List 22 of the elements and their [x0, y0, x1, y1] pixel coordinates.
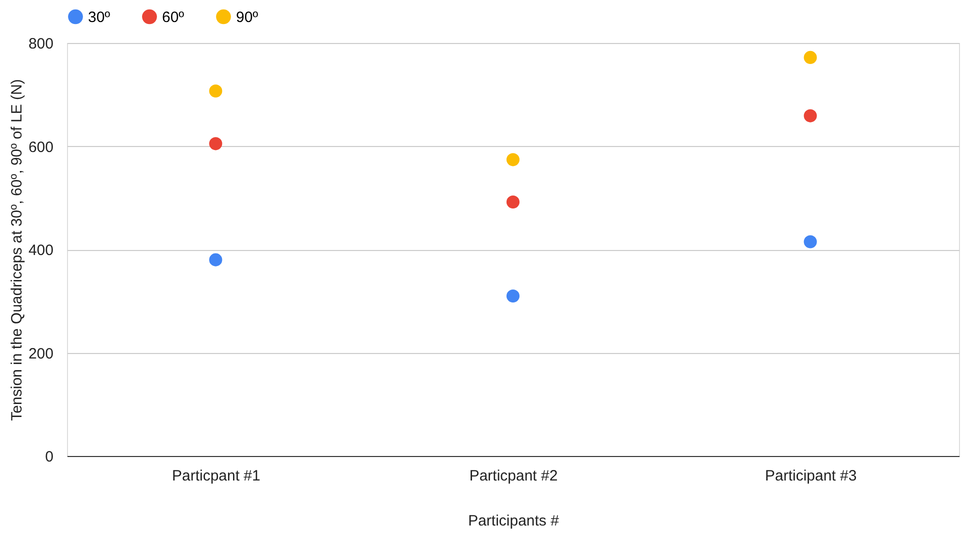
- point: [506, 153, 520, 166]
- point: [209, 253, 222, 266]
- point: [209, 84, 222, 98]
- point: [506, 289, 520, 302]
- point: [804, 109, 817, 122]
- x-tick-label: Participant #3: [764, 468, 857, 484]
- x-tick-label: Particpant #1: [172, 468, 260, 484]
- y-tick-label: 0: [45, 448, 54, 466]
- y-tick-label: 600: [28, 138, 54, 156]
- x-axis-title: Participants #: [468, 512, 560, 530]
- y-axis-title: Tension in the Quadriceps at 30º, 60º, 90º of LE (N): [8, 79, 26, 421]
- point: [804, 235, 817, 248]
- legend-label: 30º: [88, 8, 111, 26]
- y-tick-label: 800: [28, 36, 54, 52]
- y-tick-label: 200: [28, 345, 54, 362]
- point: [804, 50, 817, 64]
- point: [209, 137, 222, 150]
- y-tick-label: 400: [28, 242, 54, 259]
- legend-label: 90º: [236, 8, 259, 26]
- legend-label: 60º: [162, 8, 185, 26]
- x-tick-label: Particpant #2: [469, 468, 558, 484]
- point: [506, 196, 520, 209]
